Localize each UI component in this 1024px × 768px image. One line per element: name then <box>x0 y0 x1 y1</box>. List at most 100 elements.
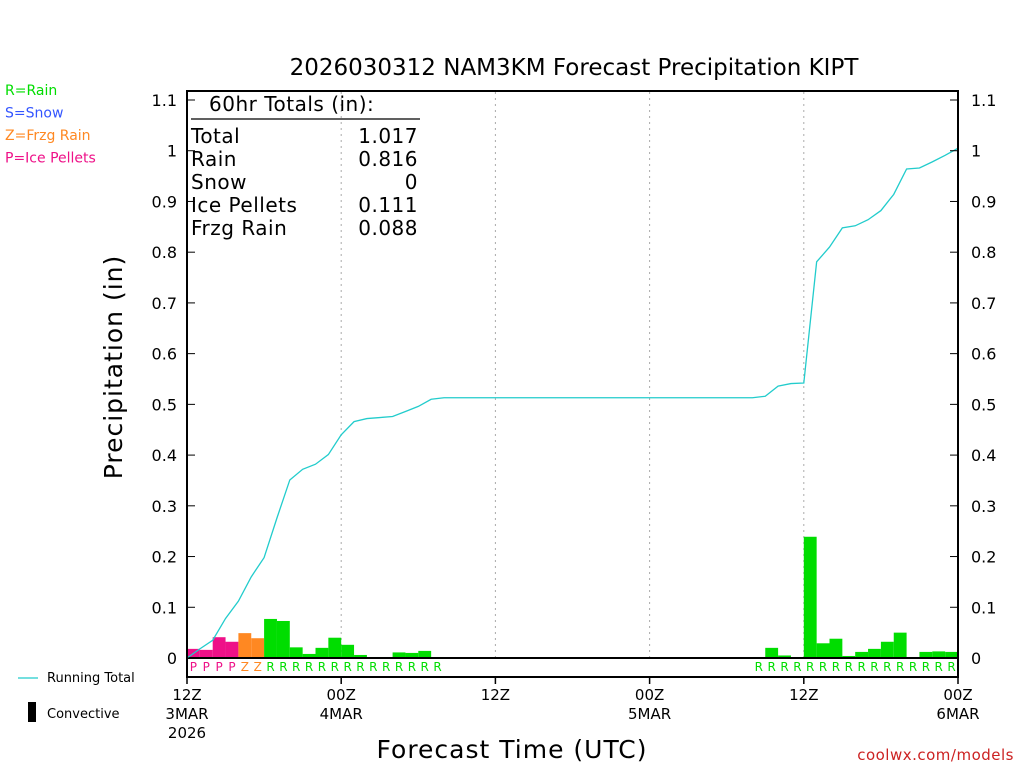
totals-row-label: Frzg Rain <box>191 216 287 240</box>
precip-type-label: R <box>845 660 853 674</box>
legend-entry-label: Convective <box>47 707 120 722</box>
precip-bar <box>341 644 355 658</box>
precip-bar <box>328 637 342 658</box>
precip-type-label: R <box>305 660 313 674</box>
precip-bar <box>893 632 907 658</box>
precip-type-label: R <box>331 660 339 674</box>
credit-text: coolwx.com/models <box>857 746 1014 764</box>
precip-type-label: P <box>228 660 235 674</box>
precip-bar <box>778 655 791 658</box>
precip-type-label: R <box>369 660 377 674</box>
precip-type-label: R <box>819 660 827 674</box>
y-tick-label-left: 0.1 <box>152 598 177 617</box>
precip-type-label: R <box>922 660 930 674</box>
y-tick-label-right: 0.9 <box>971 192 996 211</box>
precip-type-label: R <box>896 660 904 674</box>
x-tick-date: 4MAR <box>320 705 363 723</box>
precip-type-label: R <box>832 660 840 674</box>
totals-row-label: Rain <box>191 147 237 171</box>
precip-type-label: R <box>870 660 878 674</box>
legend-p: P=Ice Pellets <box>5 151 96 167</box>
precip-bar <box>816 643 830 658</box>
precip-type-label: R <box>433 660 441 674</box>
precip-type-label: R <box>356 660 364 674</box>
y-tick-label-right: 0.1 <box>971 598 996 617</box>
running-total-line <box>186 143 959 659</box>
series-legend: Running Total Convective <box>18 671 135 722</box>
legend-z: Z=Frzg Rain <box>5 128 91 144</box>
precip-bar <box>264 618 277 658</box>
precip-bar <box>765 647 779 658</box>
precip-type-label: R <box>857 660 865 674</box>
y-tick-label-left: 0.4 <box>152 446 177 465</box>
precip-bar <box>803 536 817 658</box>
precip-type-label: R <box>408 660 416 674</box>
precip-type-label: R <box>292 660 300 674</box>
y-axis-ticks: 0 0 0.1 0.1 0.2 0.2 0.3 0.3 0.4 0.4 0.5 0.5 0.6 0.6 0.… <box>152 91 997 668</box>
precip-type-label: R <box>883 660 891 674</box>
precip-type-label: R <box>421 660 429 674</box>
precip-bar <box>276 620 290 658</box>
x-tick-label: 00Z <box>635 686 664 704</box>
x-tick-date: 6MAR <box>936 705 979 723</box>
y-tick-label-right: 0.2 <box>971 548 996 567</box>
y-tick-label-right: 1 <box>971 142 981 161</box>
x-tick-label: 00Z <box>943 686 972 704</box>
legend-entry-label: Running Total <box>47 671 135 686</box>
precip-type-label: P <box>203 660 210 674</box>
y-tick-label-right: 0.3 <box>971 497 996 516</box>
legend-bar-swatch <box>28 702 36 722</box>
y-tick-label-left: 0.9 <box>152 192 177 211</box>
precip-bar <box>919 651 933 658</box>
y-tick-label-left: 0.5 <box>152 395 177 414</box>
y-tick-label-left: 0.3 <box>152 497 177 516</box>
precip-type-label: R <box>755 660 763 674</box>
legend-s: S=Snow <box>5 106 63 122</box>
precip-type-label: R <box>266 660 274 674</box>
precip-type-label: R <box>909 660 917 674</box>
precip-bar <box>868 648 881 658</box>
totals-row-label: Ice Pellets <box>191 193 297 217</box>
precip-type-label: R <box>343 660 351 674</box>
precip-type-label: R <box>780 660 788 674</box>
precip-type-label: R <box>935 660 943 674</box>
precip-type-label: P <box>190 660 197 674</box>
totals-row-value: 0.088 <box>358 216 418 240</box>
precip-bar <box>880 641 894 658</box>
precip-bar <box>354 654 367 658</box>
x-tick-label: 12Z <box>481 686 510 704</box>
y-tick-label-right: 0.6 <box>971 345 996 364</box>
y-tick-label-left: 0.7 <box>152 294 177 313</box>
precip-bar <box>199 649 213 658</box>
vertical-gridlines <box>340 92 805 658</box>
y-tick-label-right: 0.7 <box>971 294 996 313</box>
precip-bar <box>289 647 303 658</box>
legend-r: R=Rain <box>5 83 57 99</box>
totals-header: 60hr Totals (in): <box>209 92 374 116</box>
x-tick-label: 00Z <box>327 686 356 704</box>
totals-row-label: Snow <box>191 170 247 194</box>
totals-row-value: 1.017 <box>358 124 418 148</box>
precip-type-label: R <box>382 660 390 674</box>
precip-type-label: R <box>318 660 326 674</box>
precip-bar <box>855 651 869 658</box>
totals-row-value: 0 <box>405 170 418 194</box>
precip-bar <box>842 655 856 658</box>
y-axis-label: Precipitation (in) <box>99 255 128 480</box>
precip-bar <box>405 652 419 658</box>
precip-bar <box>212 637 226 658</box>
totals-row-value: 0.816 <box>358 147 418 171</box>
precip-bar <box>302 653 316 658</box>
y-tick-label-left: 0.2 <box>152 548 177 567</box>
precip-bar <box>932 651 946 658</box>
precip-bar <box>418 650 432 658</box>
x-axis-label: Forecast Time (UTC) <box>377 735 648 764</box>
y-tick-label-left: 1.1 <box>152 91 177 110</box>
precip-type-label: R <box>947 660 955 674</box>
y-tick-label-right: 0.8 <box>971 243 996 262</box>
precip-type-label: Z <box>241 660 249 674</box>
hourly-precip-bars <box>187 536 958 658</box>
x-tick-year: 2026 <box>168 724 206 742</box>
